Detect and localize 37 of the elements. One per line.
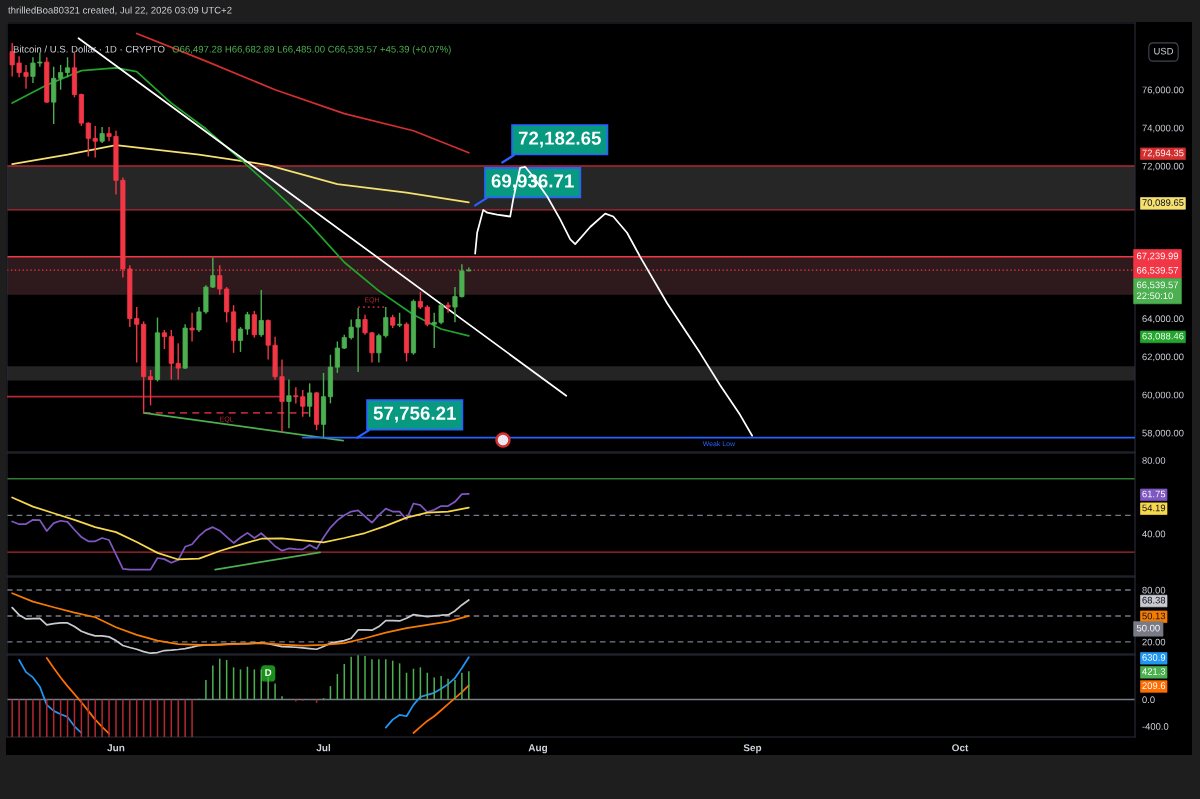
- y-tick-label: 70,089.65: [1142, 199, 1184, 208]
- y-tick-label: 61.75: [1142, 490, 1166, 498]
- y-tick-label: 50.13: [1142, 612, 1166, 620]
- annotation: 72,182.65: [518, 131, 601, 148]
- annotation: D: [265, 669, 272, 676]
- ref-line-label: 67,239.99: [1136, 252, 1179, 261]
- y-tick-label: 0.0: [1142, 696, 1155, 704]
- y-tick-label: 20.00: [1142, 638, 1166, 646]
- x-tick-label: Sep: [743, 744, 762, 754]
- text: thrilledBoa80321 created, Jul 22, 2026 03:09 UTC+2: [8, 6, 232, 15]
- x-tick-label: Oct: [952, 744, 969, 752]
- y-tick-label: 630.9: [1142, 654, 1166, 661]
- y-tick-label: 64,000.00: [1142, 315, 1184, 324]
- y-tick-label: -400.0: [1142, 723, 1169, 730]
- ref-line-label: 50.00: [1136, 624, 1160, 632]
- x-tick-label: Aug: [528, 744, 548, 754]
- y-tick-label: 80.00: [1142, 586, 1166, 594]
- y-tick-label: 60,000.00: [1142, 391, 1184, 400]
- x-tick-label: Jun: [107, 744, 125, 752]
- annotation: 57,756.21: [373, 406, 456, 423]
- y-tick-label: 421.3: [1142, 668, 1166, 675]
- x-tick-label: Jul: [316, 743, 331, 752]
- ref-line-label: 66,539.57: [1136, 266, 1179, 275]
- y-tick-label: 68.38: [1142, 596, 1166, 604]
- y-tick-label: 72,694.35: [1142, 149, 1184, 158]
- y-tick-label: 72,000.00: [1142, 162, 1184, 171]
- y-tick-label: 209.6: [1142, 682, 1166, 689]
- y-tick-label: 62,000.00: [1142, 353, 1184, 362]
- text: USD: [1154, 47, 1174, 55]
- y-tick-label: 74,000.00: [1142, 124, 1184, 133]
- y-tick-label: 76,000.00: [1142, 86, 1184, 95]
- y-tick-label: 63,088.46: [1142, 332, 1184, 341]
- text: 66,539.57 22:50:10: [1136, 281, 1179, 300]
- y-tick-label: 58,000.00: [1142, 429, 1184, 438]
- y-tick-label: 80.00: [1142, 457, 1166, 464]
- y-tick-label: 54.19: [1142, 504, 1166, 512]
- y-tick-label: 40.00: [1142, 530, 1166, 538]
